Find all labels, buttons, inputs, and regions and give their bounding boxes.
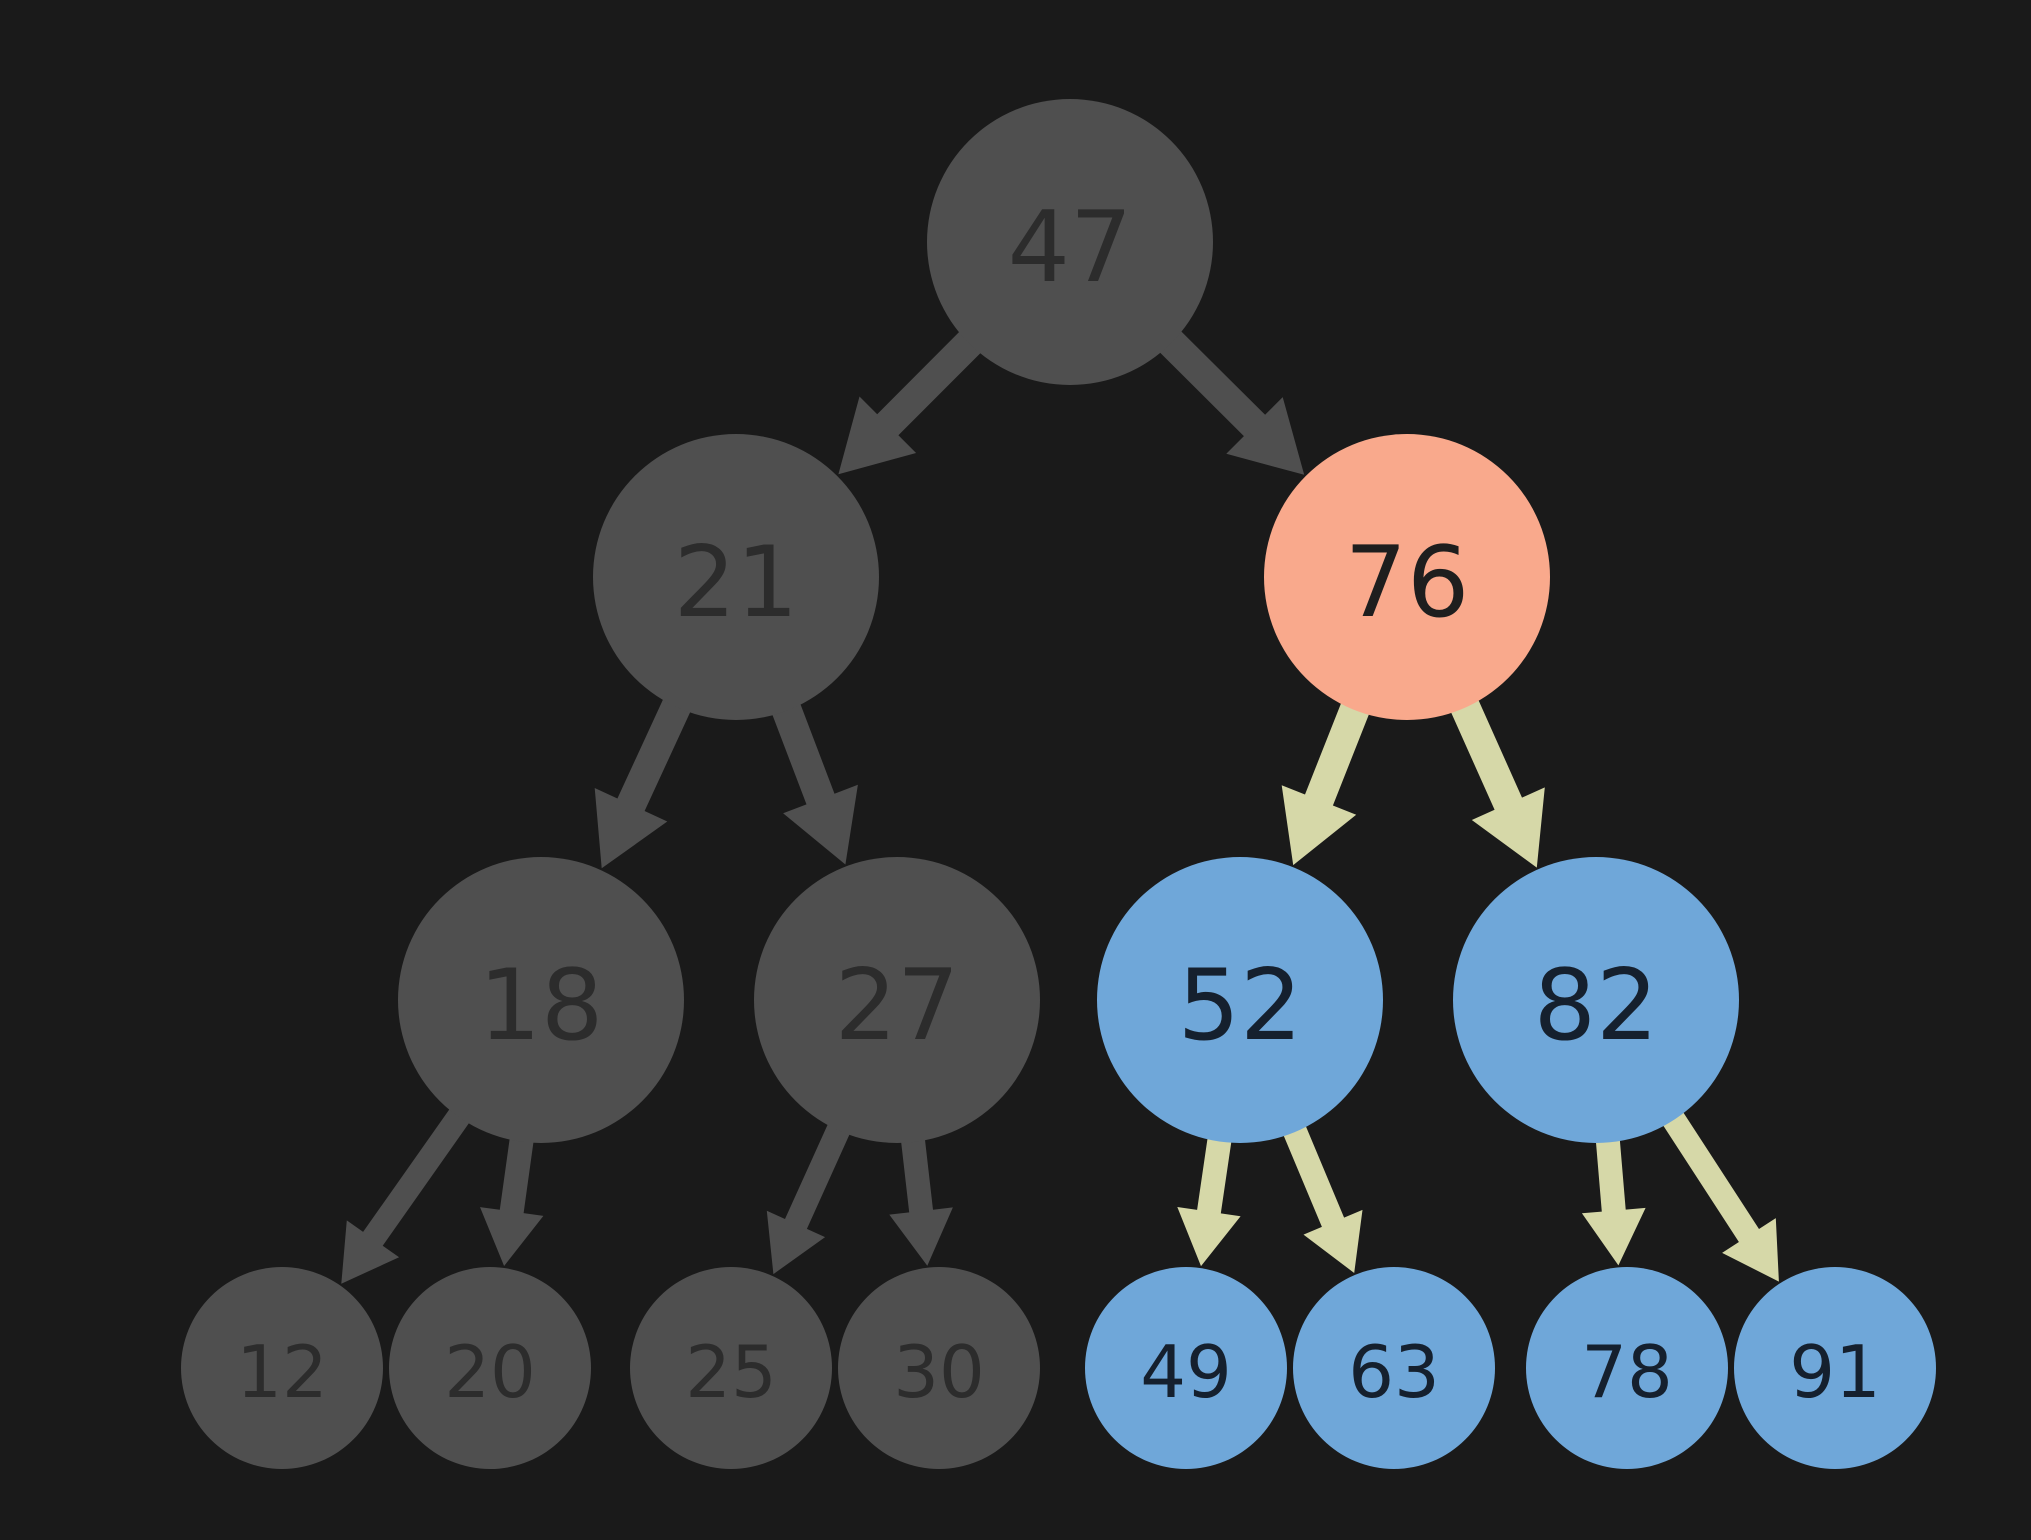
edge-arrow-52-to-63 xyxy=(1281,1119,1363,1273)
node-circle xyxy=(927,99,1213,385)
edge-arrow-76-to-52 xyxy=(1281,697,1372,866)
edge-arrow-18-to-12 xyxy=(341,1103,474,1284)
node-value-label: 82 xyxy=(1534,949,1659,1063)
node-value-label: 52 xyxy=(1178,949,1303,1063)
edge-arrow-27-to-30 xyxy=(889,1132,953,1266)
tree-node-20: 20 xyxy=(389,1267,591,1469)
node-value-label: 20 xyxy=(444,1330,536,1414)
tree-node-78: 78 xyxy=(1526,1267,1728,1469)
node-value-label: 91 xyxy=(1789,1330,1881,1414)
node-value-label: 78 xyxy=(1581,1330,1673,1414)
tree-node-82: 82 xyxy=(1453,857,1739,1143)
tree-node-47: 47 xyxy=(927,99,1213,385)
node-value-label: 21 xyxy=(674,526,799,640)
node-circle xyxy=(593,434,879,720)
node-value-label: 30 xyxy=(893,1330,985,1414)
nodes-layer: 47 21 76 18 27 52 82 12 20 25 30 49 63 78 91 xyxy=(181,99,1936,1469)
edge-arrow-82-to-91 xyxy=(1659,1106,1779,1282)
edge-arrow-52-to-49 xyxy=(1177,1131,1241,1267)
tree-node-63: 63 xyxy=(1293,1267,1495,1469)
edge-arrow-18-to-20 xyxy=(480,1132,544,1266)
tree-node-27: 27 xyxy=(754,857,1040,1143)
tree-node-76: 76 xyxy=(1264,434,1550,720)
node-circle xyxy=(754,857,1040,1143)
edge-arrow-82-to-78 xyxy=(1581,1133,1646,1266)
edges-layer xyxy=(341,326,1779,1284)
node-circle xyxy=(1453,857,1739,1143)
node-value-label: 25 xyxy=(685,1330,777,1414)
node-circle xyxy=(181,1267,383,1469)
edge-arrow-21-to-27 xyxy=(770,697,858,865)
edge-arrow-76-to-82 xyxy=(1448,694,1545,868)
node-circle xyxy=(838,1267,1040,1469)
node-circle xyxy=(1734,1267,1936,1469)
node-value-label: 49 xyxy=(1140,1330,1232,1414)
node-value-label: 63 xyxy=(1348,1330,1440,1414)
node-circle xyxy=(630,1267,832,1469)
node-circle xyxy=(1264,434,1550,720)
node-circle xyxy=(1293,1267,1495,1469)
tree-node-52: 52 xyxy=(1097,857,1383,1143)
node-value-label: 47 xyxy=(1008,191,1133,305)
edge-arrow-47-to-76 xyxy=(1155,326,1305,475)
tree-node-49: 49 xyxy=(1085,1267,1287,1469)
node-circle xyxy=(1526,1267,1728,1469)
edge-arrow-47-to-21 xyxy=(838,327,986,475)
node-value-label: 27 xyxy=(835,949,960,1063)
tree-node-12: 12 xyxy=(181,1267,383,1469)
node-circle xyxy=(389,1267,591,1469)
node-circle xyxy=(1097,857,1383,1143)
tree-node-25: 25 xyxy=(630,1267,832,1469)
tree-node-21: 21 xyxy=(593,434,879,720)
node-value-label: 76 xyxy=(1345,526,1470,640)
edge-arrow-27-to-25 xyxy=(766,1118,853,1275)
node-circle xyxy=(398,857,684,1143)
tree-node-91: 91 xyxy=(1734,1267,1936,1469)
node-value-label: 18 xyxy=(479,949,604,1063)
edge-arrow-21-to-18 xyxy=(594,693,694,869)
tree-node-30: 30 xyxy=(838,1267,1040,1469)
node-circle xyxy=(1085,1267,1287,1469)
tree-node-18: 18 xyxy=(398,857,684,1143)
node-value-label: 12 xyxy=(236,1330,328,1414)
